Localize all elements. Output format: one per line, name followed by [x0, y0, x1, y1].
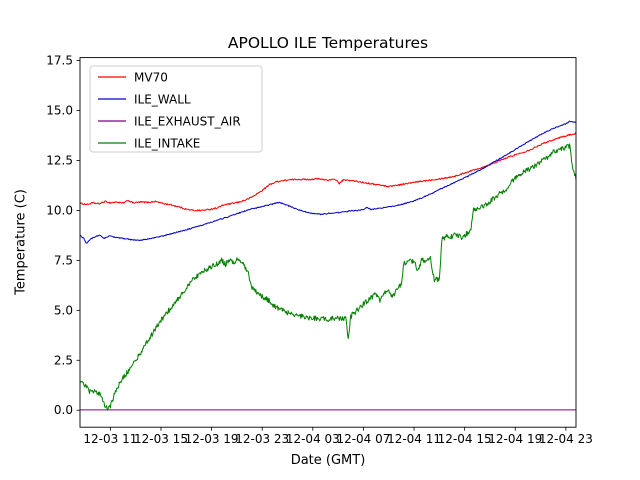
x-tick-label: 12-04 07 [336, 432, 390, 446]
x-axis-label: Date (GMT) [290, 453, 366, 468]
y-tick-label: 5.0 [54, 303, 73, 317]
x-tick-label: 12-04 15 [438, 432, 492, 446]
y-tick-label: 12.5 [46, 153, 73, 167]
series-line-ILE_INTAKE [79, 143, 577, 411]
x-tick-label: 12-03 23 [235, 432, 289, 446]
legend-label-ILE_WALL: ILE_WALL [134, 93, 191, 107]
legend-label-MV70: MV70 [134, 71, 168, 85]
x-tick-label: 12-04 23 [539, 432, 593, 446]
legend-label-ILE_EXHAUST_AIR: ILE_EXHAUST_AIR [134, 115, 241, 129]
x-tick-label: 12-04 11 [387, 432, 441, 446]
y-tick-label: 0.0 [54, 403, 73, 417]
legend-box [89, 65, 263, 153]
series-line-MV70 [79, 132, 577, 212]
x-tick-label: 12-03 11 [83, 432, 137, 446]
y-tick-label: 17.5 [46, 54, 73, 68]
chart-title: APOLLO ILE Temperatures [227, 34, 429, 52]
legend-label-ILE_INTAKE: ILE_INTAKE [134, 137, 200, 151]
x-tick-label: 12-03 15 [134, 432, 188, 446]
axes-frame [79, 57, 577, 428]
y-tick-label: 2.5 [54, 353, 73, 367]
y-axis-label: Temperature (C) [13, 189, 29, 295]
y-tick-label: 15.0 [46, 104, 73, 118]
y-tick-label: 10.0 [46, 203, 73, 217]
series-line-ILE_WALL [79, 120, 577, 244]
x-tick-label: 12-04 03 [286, 432, 340, 446]
x-tick-label: 12-03 19 [185, 432, 239, 446]
y-tick-label: 7.5 [54, 253, 73, 267]
x-tick-label: 12-04 19 [488, 432, 542, 446]
